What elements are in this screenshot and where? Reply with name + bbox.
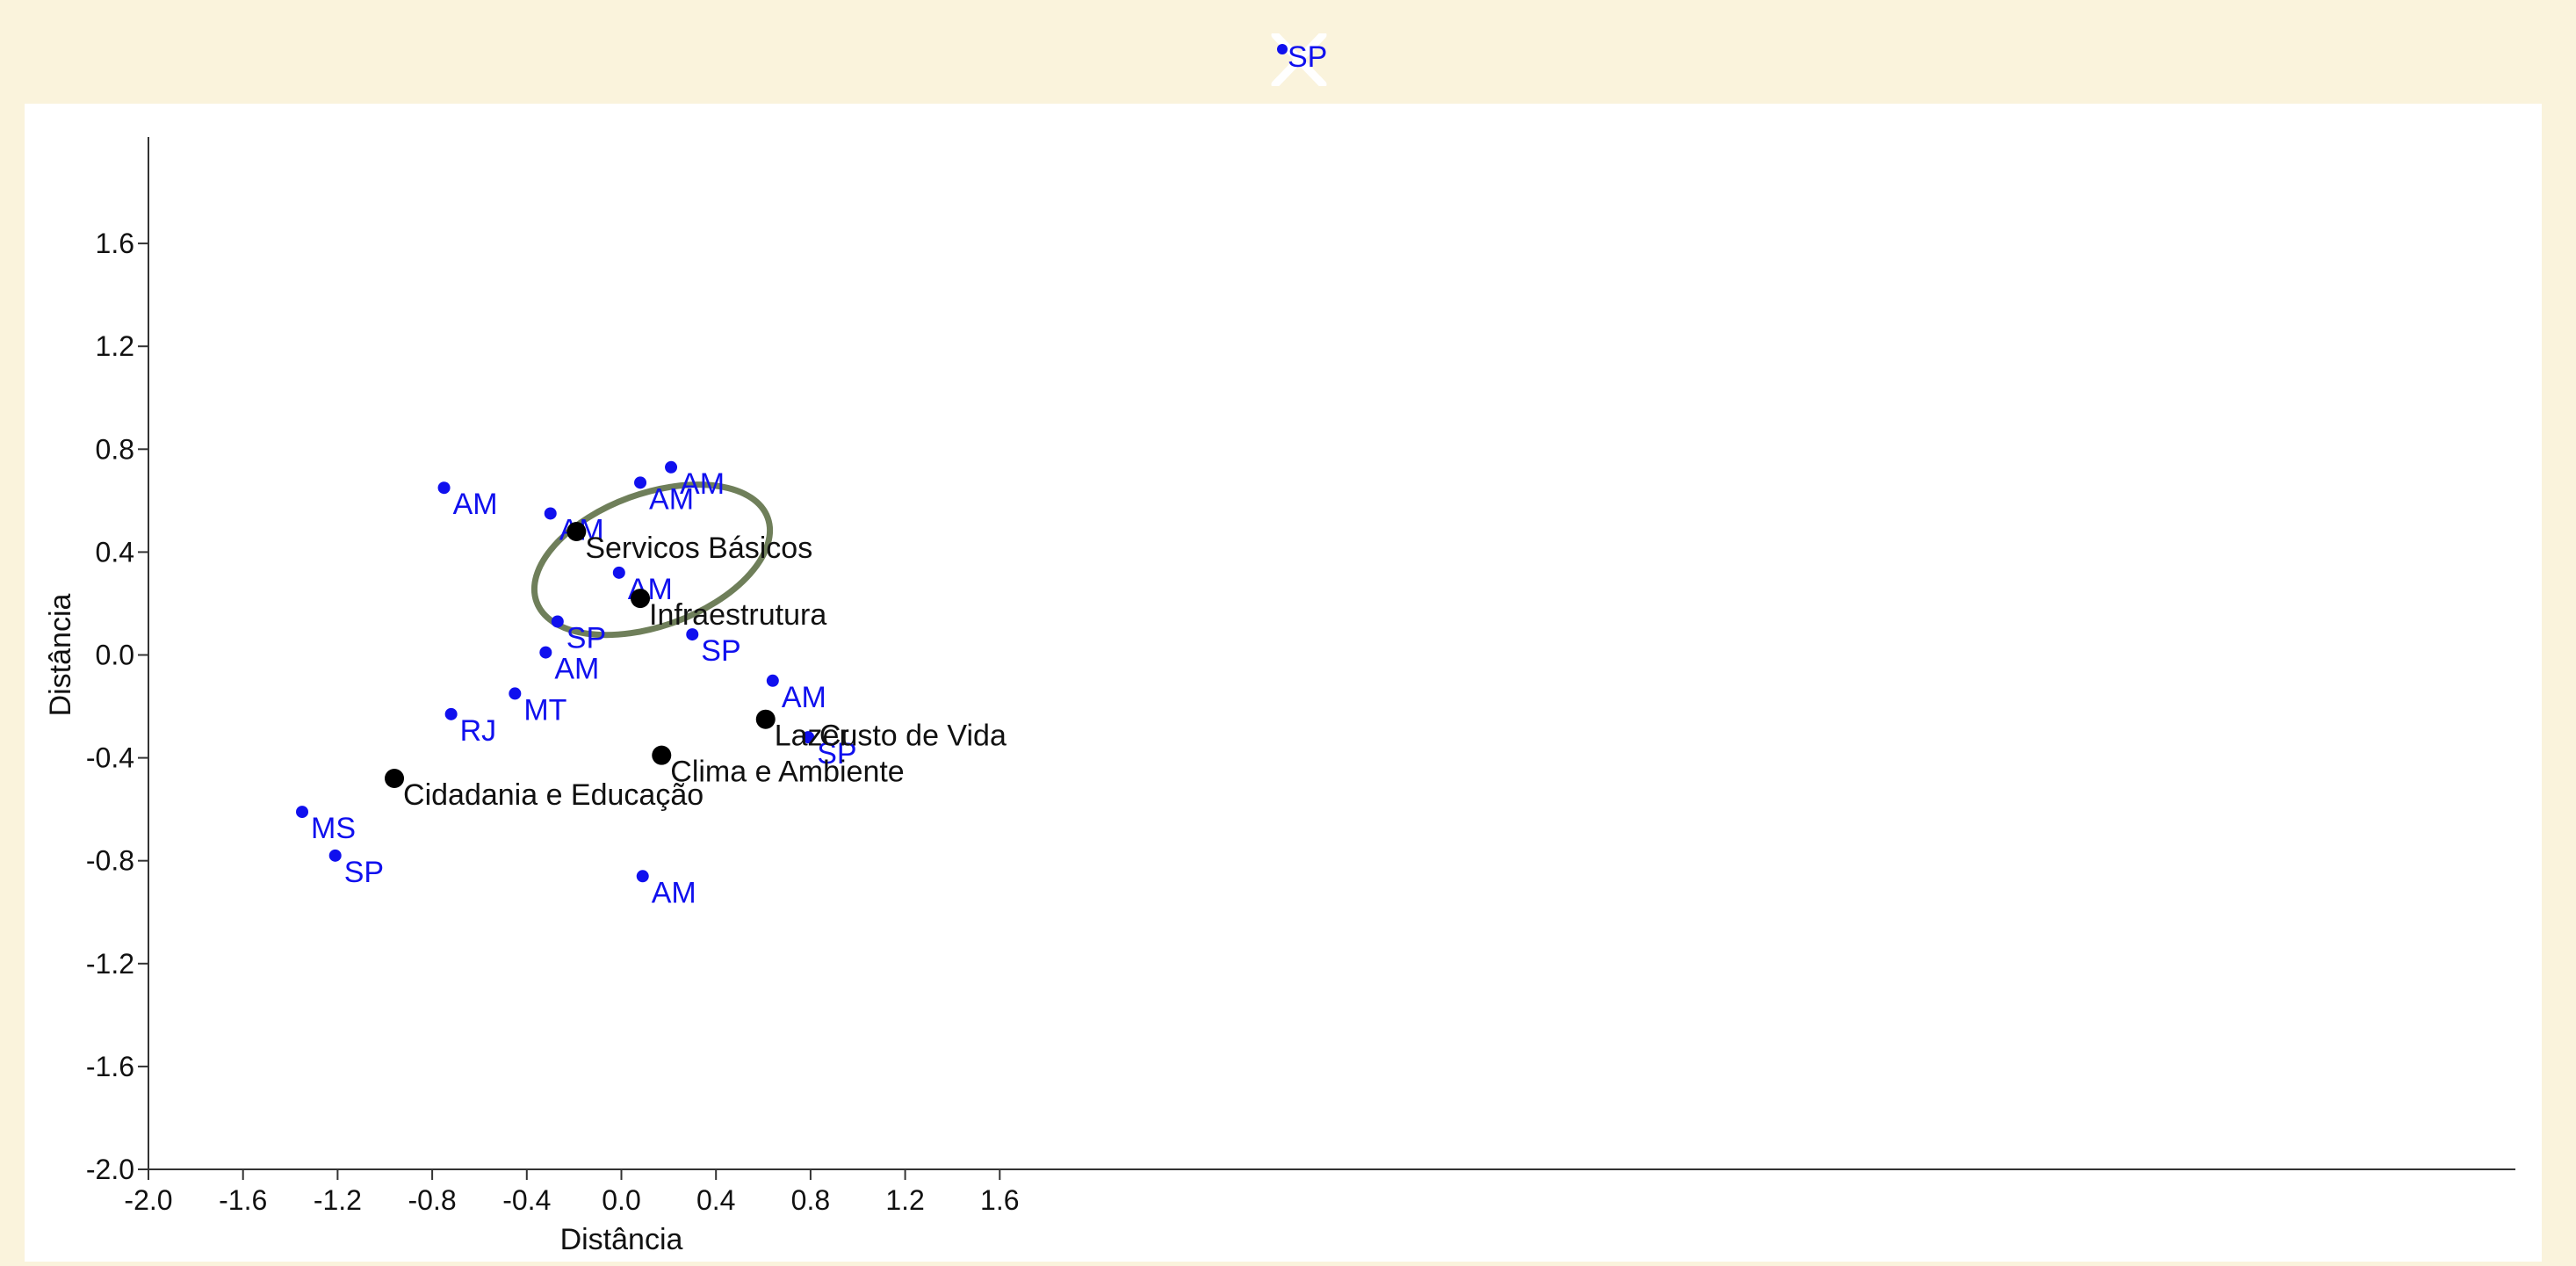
object-point-group: SP [686,628,741,668]
object-point [544,507,557,520]
object-point-label: MT [523,693,566,727]
object-point-group: AM [766,674,826,714]
highlight-ellipse-layer [530,481,774,639]
object-point-group: RJ [444,707,497,748]
object-point-label: RJ [460,714,497,748]
object-point-label: AM [652,876,696,909]
category-point-group: Infraestrutura [631,589,826,632]
y-axis-title: Distância [44,593,77,716]
object-point-group: AM [539,646,599,686]
outlier-label: SP [1288,40,1327,74]
y-tick-label: -0.4 [86,742,134,774]
axes: -2.0 -1.6 -1.2 -0.8 -0.4 0.0 0.4 0.8 1.2 1.6 1.6 1.… [86,137,2515,1216]
top-outlier-label: SP [1271,33,1327,86]
category-point-group: Custo de Vida [819,720,1007,753]
x-tick-label: -0.4 [502,1184,551,1216]
object-point-group: MT [509,687,566,727]
category-point-group: Lazer [755,709,849,753]
object-point-group: AM [636,870,696,909]
highlight-ellipse [530,481,774,639]
object-point-label: SP [817,737,856,770]
object-point-label: AM [680,467,725,501]
category-point-label: Lazer [775,720,849,753]
object-point [437,481,451,495]
object-point [636,870,649,883]
object-point-group: SP [328,849,384,889]
object-point-group: AM [665,460,725,501]
x-tick-label: 0.8 [791,1184,830,1216]
category-point-label: Infraestrutura [649,598,826,632]
x-tick-label: -1.6 [219,1184,267,1216]
object-point-label: AM [453,488,498,521]
y-tick-label: -1.2 [86,948,134,980]
object-point [686,628,699,641]
y-tick-label: 0.4 [96,536,134,568]
object-point-group: SP [802,731,857,770]
category-point-label: Cidadania e Educação [403,778,704,812]
object-point [634,476,647,489]
object-point [802,731,815,744]
chart-panel: -2.0 -1.6 -1.2 -0.8 -0.4 0.0 0.4 0.8 1.2 1.6 1.6 1.… [25,104,2542,1262]
outlier-point [1277,44,1288,54]
object-point [612,566,625,579]
category-point-group: Cidadania e Educação [385,769,704,812]
y-tick-label: 0.0 [96,640,134,671]
category-point [385,769,405,789]
points-layer: AMAMAMAMAMSPAMSPMTRJAMSPMSSPAMServicos B… [296,460,1007,909]
y-tick-label: -2.0 [86,1154,134,1185]
x-mark-icon [1271,33,1327,86]
category-point [631,589,651,609]
category-point-label: Clima e Ambiente [670,756,904,789]
object-point [539,646,552,659]
y-tick-label: 1.6 [96,228,134,259]
object-point-group: AM [437,481,498,521]
object-point [766,674,779,687]
category-point-label: Custo de Vida [819,720,1007,753]
category-point-label: Servicos Básicos [585,532,812,565]
x-tick-label: 1.2 [885,1184,924,1216]
x-tick-label: 0.4 [696,1184,735,1216]
y-tick-label: 0.8 [96,433,134,465]
object-point [444,707,458,720]
object-point-label: SP [344,856,384,889]
object-point [551,615,564,628]
object-point [328,849,342,862]
object-point-label: SP [701,634,740,668]
object-point [509,687,522,700]
category-point-group: Servicos Básicos [566,521,812,565]
x-tick-label: 0.0 [602,1184,640,1216]
y-tick-label: -1.6 [86,1051,134,1082]
category-point [755,709,776,729]
object-point-label: AM [554,653,599,686]
y-tick-label: -0.8 [86,845,134,877]
object-point-group: MS [296,806,356,845]
object-point-label: AM [649,482,694,516]
object-point-label: SP [566,621,606,655]
object-point [296,806,309,819]
object-point-group: SP [551,615,606,655]
x-tick-label: -2.0 [124,1184,172,1216]
y-tick-label: 1.2 [96,330,134,362]
object-point-group: AM [634,476,694,516]
category-point [566,521,587,541]
object-point [665,460,678,474]
x-tick-label: 1.6 [980,1184,1019,1216]
x-tick-label: -1.2 [314,1184,362,1216]
object-point-label: MS [311,812,356,845]
x-axis-title: Distância [560,1223,683,1256]
scatter-chart: -2.0 -1.6 -1.2 -0.8 -0.4 0.0 0.4 0.8 1.2 1.6 1.6 1.… [44,137,2515,1256]
object-point-label: AM [782,681,826,714]
category-point [652,745,672,765]
category-point-group: Clima e Ambiente [652,745,905,789]
x-tick-label: -0.8 [408,1184,457,1216]
